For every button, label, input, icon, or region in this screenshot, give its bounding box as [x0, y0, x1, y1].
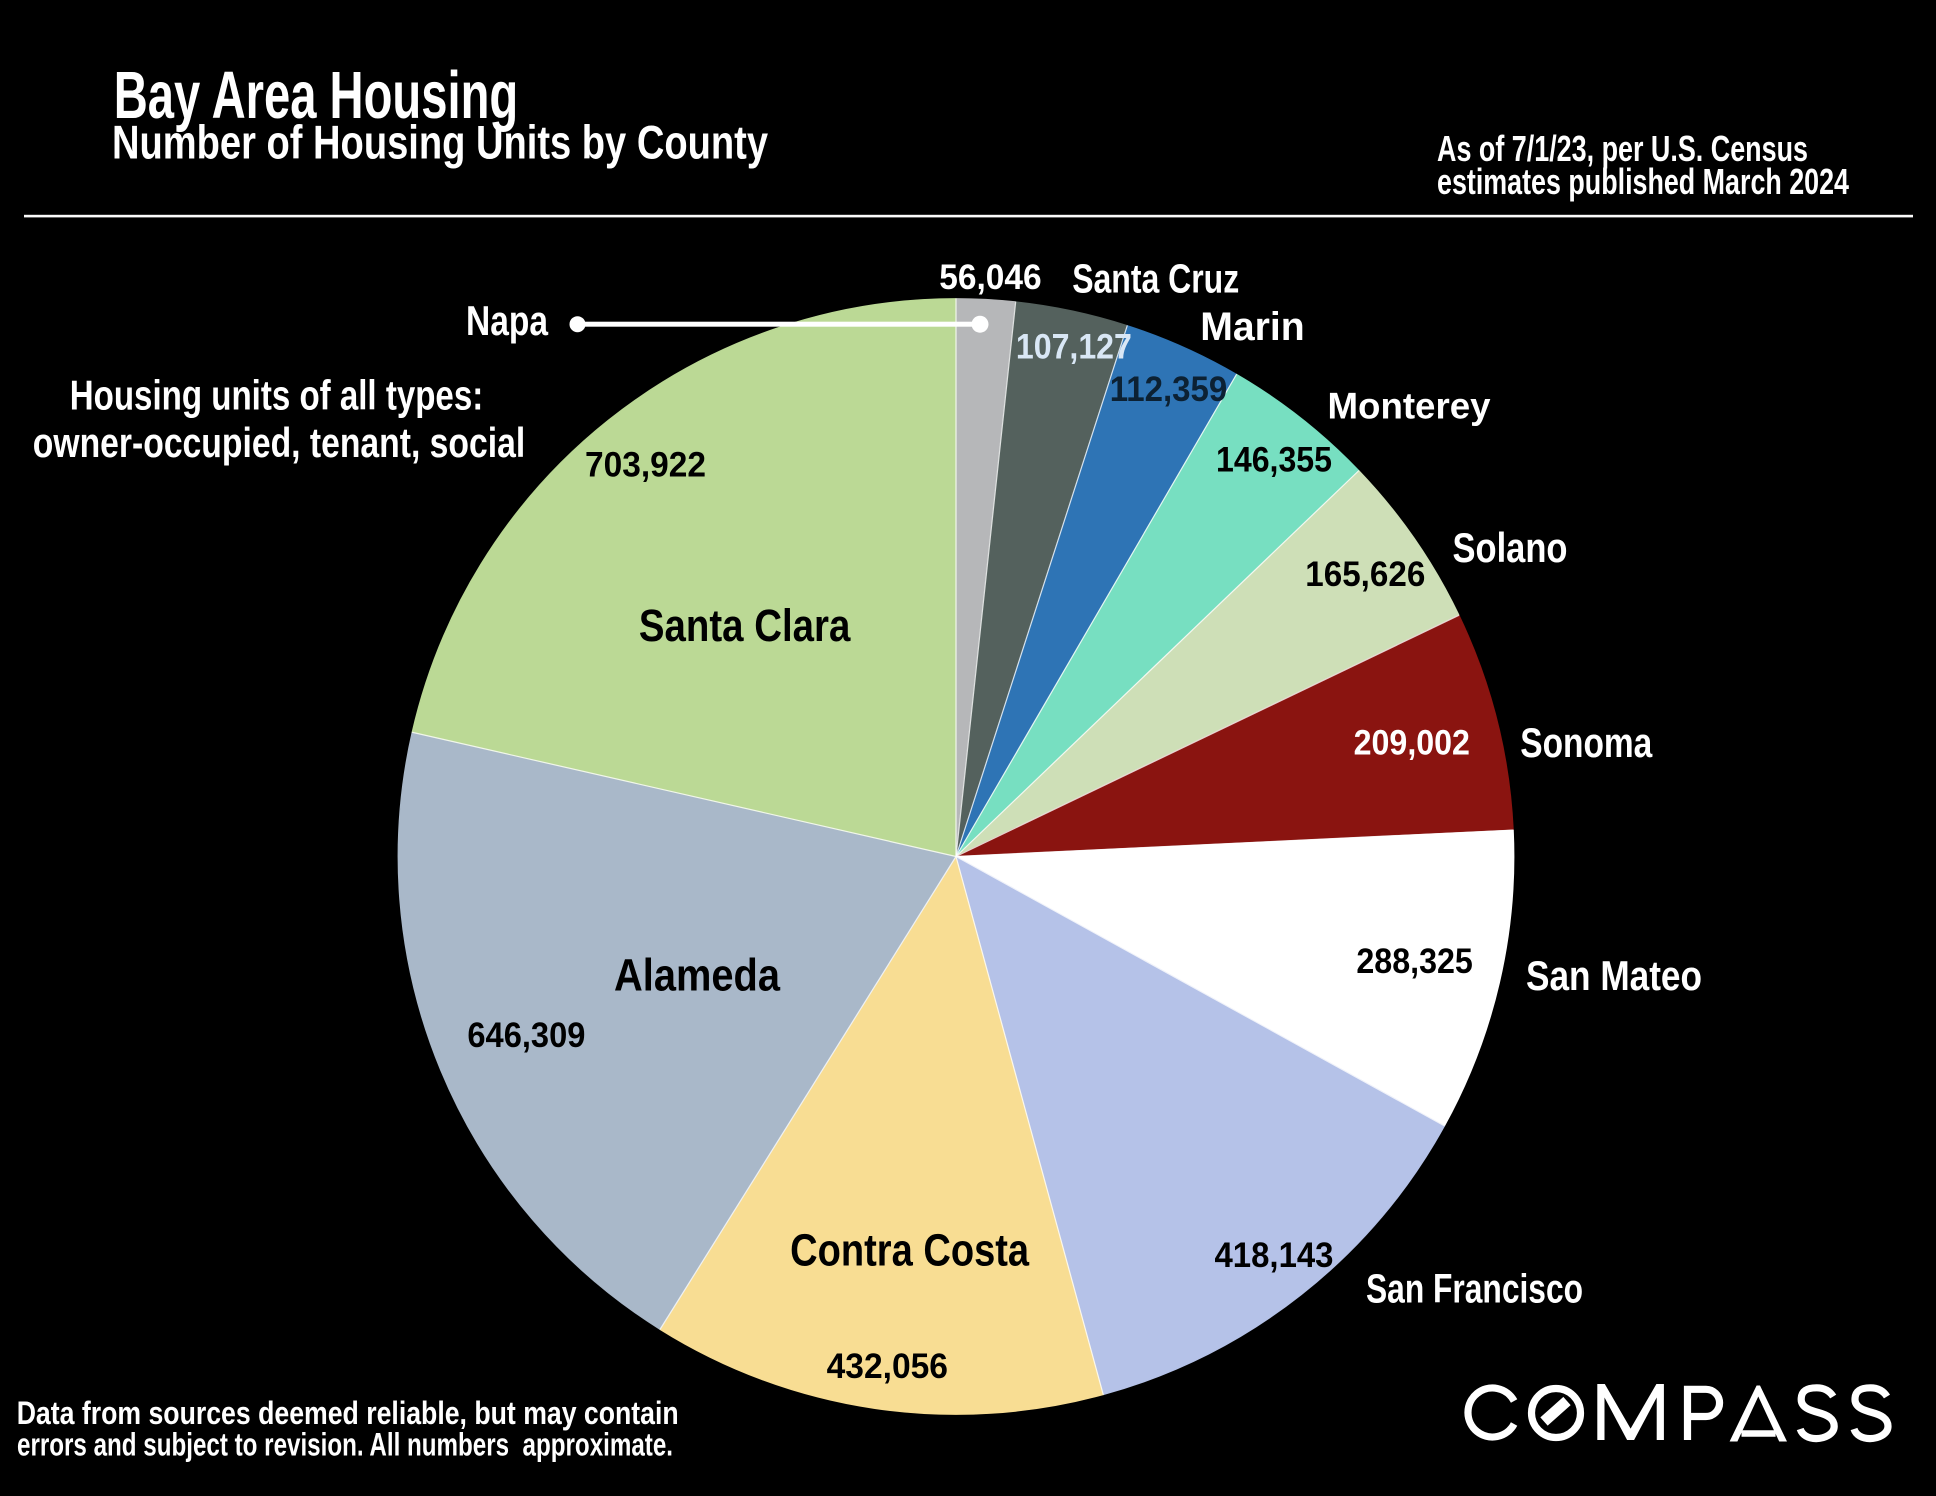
svg-text:As of 7/1/23, per U.S. Census: As of 7/1/23, per U.S. Census — [1437, 128, 1808, 169]
svg-text:146,355: 146,355 — [1216, 440, 1332, 479]
svg-text:Contra Costa: Contra Costa — [790, 1225, 1030, 1276]
svg-text:646,309: 646,309 — [467, 1016, 585, 1055]
svg-text:Housing units of all types:: Housing units of all types: — [70, 372, 484, 419]
svg-text:Monterey: Monterey — [1328, 386, 1491, 427]
svg-text:209,002: 209,002 — [1354, 724, 1470, 763]
svg-text:Sonoma: Sonoma — [1520, 719, 1653, 766]
svg-text:Solano: Solano — [1453, 524, 1568, 571]
svg-text:Alameda: Alameda — [614, 949, 781, 1000]
svg-text:owner-occupied, tenant, social: owner-occupied, tenant, social — [33, 419, 525, 466]
svg-text:288,325: 288,325 — [1356, 942, 1473, 981]
svg-text:Marin: Marin — [1200, 305, 1305, 349]
svg-text:56,046: 56,046 — [939, 258, 1041, 297]
svg-text:Santa Cruz: Santa Cruz — [1072, 256, 1239, 302]
svg-text:Data from sources deemed relia: Data from sources deemed reliable, but m… — [17, 1395, 679, 1431]
svg-text:San Francisco: San Francisco — [1366, 1265, 1583, 1311]
svg-text:estimates published March 2024: estimates published March 2024 — [1437, 161, 1849, 202]
svg-text:432,056: 432,056 — [827, 1347, 948, 1386]
svg-text:San Mateo: San Mateo — [1526, 952, 1702, 999]
svg-text:112,359: 112,359 — [1110, 370, 1228, 409]
svg-text:418,143: 418,143 — [1215, 1236, 1334, 1275]
svg-text:Napa: Napa — [466, 297, 549, 344]
svg-text:703,922: 703,922 — [585, 446, 706, 485]
svg-text:Bay Area Housing: Bay Area Housing — [114, 58, 519, 133]
svg-text:Number of Housing Units by Cou: Number of Housing Units by County — [112, 116, 768, 169]
svg-text:107,127: 107,127 — [1016, 328, 1132, 367]
svg-text:errors and subject to revision: errors and subject to revision. All numb… — [17, 1427, 673, 1463]
svg-text:Santa Clara: Santa Clara — [639, 600, 851, 651]
svg-text:165,626: 165,626 — [1305, 555, 1425, 594]
